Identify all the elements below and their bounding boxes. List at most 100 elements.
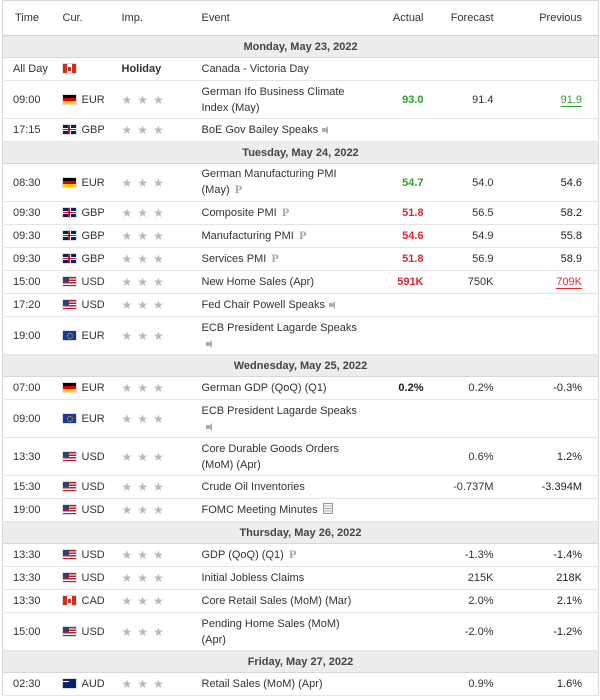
- event-currency: GBP: [62, 247, 122, 271]
- event-row[interactable]: 17:15 GBP ★★★ BoE Gov Bailey Speaks: [2, 118, 599, 142]
- event-forecast: -1.3%: [425, 543, 504, 567]
- event-row[interactable]: 13:30 USD ★★★ Core Durable Goods Orders (Mo…: [2, 437, 599, 476]
- event-name[interactable]: Core Retail Sales (MoM) (Mar): [201, 595, 352, 607]
- event-name[interactable]: Services PMI: [201, 252, 267, 265]
- event-name[interactable]: New Home Sales (Apr): [201, 276, 314, 288]
- event-name[interactable]: BoE Gov Bailey Speaks: [201, 124, 319, 136]
- event-row[interactable]: 13:30 USD ★★★ GDP (QoQ) (Q1) P -1.3% -1.4%: [2, 543, 599, 567]
- event-name[interactable]: Core Durable Goods Orders (MoM) (Apr): [201, 442, 340, 471]
- event-name-cell[interactable]: BoE Gov Bailey Speaks: [201, 118, 370, 142]
- event-forecast: 215K: [425, 566, 504, 590]
- event-name[interactable]: Composite PMI: [201, 206, 277, 219]
- us-flag-icon: [62, 277, 76, 286]
- header-forecast[interactable]: Forecast: [425, 0, 504, 36]
- event-row[interactable]: All Day Holiday Canada - Victoria Day: [2, 57, 599, 81]
- event-name[interactable]: ECB President Lagarde Speaks: [201, 404, 357, 417]
- event-row[interactable]: 19:00 EUR ★★★ ECB President Lagarde Speaks: [2, 316, 599, 355]
- header-time[interactable]: Time: [2, 0, 63, 36]
- event-importance: ★★★: [121, 293, 202, 317]
- event-name-cell[interactable]: Core Retail Sales (MoM) (Mar): [201, 589, 370, 613]
- actual-value: 591K: [397, 276, 424, 288]
- event-time: 07:00: [2, 376, 63, 400]
- event-row[interactable]: 09:30 GBP ★★★ Manufacturing PMI P 54.6 54.9 55.…: [2, 224, 599, 248]
- event-row[interactable]: 13:30 CAD ★★★ Core Retail Sales (MoM) (Mar)…: [2, 589, 599, 613]
- event-actual: [369, 437, 426, 476]
- event-name-cell[interactable]: German GDP (QoQ) (Q1): [201, 376, 370, 400]
- event-name-cell[interactable]: Canada - Victoria Day: [201, 57, 370, 81]
- event-name[interactable]: Manufacturing PMI: [201, 229, 294, 242]
- event-name-cell[interactable]: German Manufacturing PMI (May) P: [201, 163, 370, 202]
- event-row[interactable]: 19:00 USD ★★★ FOMC Meeting Minutes: [2, 498, 599, 522]
- event-name-cell[interactable]: Composite PMI P: [201, 201, 370, 225]
- header-currency[interactable]: Cur.: [62, 0, 122, 36]
- importance-stars-icon: ★★★: [121, 480, 169, 494]
- event-name[interactable]: German Ifo Business Climate Index (May): [201, 85, 345, 114]
- event-row[interactable]: 17:20 USD ★★★ Fed Chair Powell Speaks: [2, 293, 599, 317]
- event-time: 02:30: [2, 672, 63, 696]
- event-row[interactable]: 09:00 EUR ★★★ German Ifo Business Climate I…: [2, 80, 599, 119]
- event-name[interactable]: Canada - Victoria Day: [201, 63, 309, 75]
- event-name[interactable]: FOMC Meeting Minutes: [201, 504, 318, 516]
- event-time: 17:20: [2, 293, 63, 317]
- event-forecast: [425, 498, 504, 522]
- event-row[interactable]: 13:30 USD ★★★ Initial Jobless Claims 215K 218…: [2, 566, 599, 590]
- event-name-cell[interactable]: Retail Sales (MoM) (Apr): [201, 672, 370, 696]
- event-importance: ★★★: [121, 543, 202, 567]
- importance-stars-icon: ★★★: [121, 252, 169, 266]
- event-currency: USD: [62, 612, 122, 651]
- event-name[interactable]: ECB President Lagarde Speaks: [201, 321, 357, 334]
- event-name-cell[interactable]: ECB President Lagarde Speaks: [201, 399, 370, 438]
- event-row[interactable]: 15:00 USD ★★★ Pending Home Sales (MoM) (Apr…: [2, 612, 599, 651]
- event-currency: AUD: [62, 672, 122, 696]
- event-name[interactable]: German GDP (QoQ) (Q1): [201, 382, 327, 394]
- event-name-cell[interactable]: Pending Home Sales (MoM) (Apr): [201, 612, 370, 651]
- event-forecast: [425, 293, 504, 317]
- event-importance: Holiday: [121, 57, 202, 81]
- event-forecast: [425, 118, 504, 142]
- event-name-cell[interactable]: ECB President Lagarde Speaks: [201, 316, 370, 355]
- event-row[interactable]: 15:00 USD ★★★ New Home Sales (Apr) 591K 750K 7…: [2, 270, 599, 294]
- header-importance[interactable]: Imp.: [121, 0, 202, 36]
- event-name-cell[interactable]: Crude Oil Inventories: [201, 475, 370, 499]
- event-name[interactable]: Initial Jobless Claims: [201, 572, 305, 584]
- header-previous[interactable]: Previous: [503, 0, 599, 36]
- event-row[interactable]: 02:30 AUD ★★★ Retail Sales (MoM) (Apr) 0.9% 1…: [2, 672, 599, 696]
- event-row[interactable]: 07:00 EUR ★★★ German GDP (QoQ) (Q1) 0.2% 0.2%…: [2, 376, 599, 400]
- preliminary-icon: P: [281, 207, 290, 219]
- event-row[interactable]: 09:30 GBP ★★★ Composite PMI P 51.8 56.5 58.2: [2, 201, 599, 225]
- event-importance: ★★★: [121, 201, 202, 225]
- currency-code: AUD: [81, 678, 105, 690]
- event-name-cell[interactable]: New Home Sales (Apr): [201, 270, 370, 294]
- event-row[interactable]: 09:30 GBP ★★★ Services PMI P 51.8 56.9 58.9: [2, 247, 599, 271]
- event-name[interactable]: Retail Sales (MoM) (Apr): [201, 678, 323, 690]
- event-row[interactable]: 08:30 EUR ★★★ German Manufacturing PMI (May…: [2, 163, 599, 202]
- event-row[interactable]: 09:00 EUR ★★★ ECB President Lagarde Speaks: [2, 399, 599, 438]
- event-name-cell[interactable]: Initial Jobless Claims: [201, 566, 370, 590]
- event-name[interactable]: Fed Chair Powell Speaks: [201, 299, 326, 311]
- event-previous: 58.9: [503, 247, 599, 271]
- event-importance: ★★★: [121, 224, 202, 248]
- event-importance: ★★★: [121, 437, 202, 476]
- event-importance: ★★★: [121, 376, 202, 400]
- event-name[interactable]: Pending Home Sales (MoM) (Apr): [201, 617, 340, 646]
- event-name[interactable]: GDP (QoQ) (Q1): [201, 548, 284, 561]
- event-name-cell[interactable]: FOMC Meeting Minutes: [201, 498, 370, 522]
- us-flag-icon: [62, 451, 76, 461]
- importance-stars-icon: ★★★: [121, 298, 169, 312]
- document-icon: [322, 503, 333, 514]
- event-name-cell[interactable]: Manufacturing PMI P: [201, 224, 370, 248]
- event-name[interactable]: Crude Oil Inventories: [201, 481, 305, 493]
- event-name-cell[interactable]: German Ifo Business Climate Index (May): [201, 80, 370, 119]
- event-name-cell[interactable]: Services PMI P: [201, 247, 370, 271]
- event-row[interactable]: 15:30 USD ★★★ Crude Oil Inventories -0.737M -…: [2, 475, 599, 499]
- event-name-cell[interactable]: GDP (QoQ) (Q1) P: [201, 543, 370, 567]
- header-actual[interactable]: Actual: [369, 0, 426, 36]
- event-name[interactable]: German Manufacturing PMI (May): [201, 168, 337, 196]
- header-event[interactable]: Event: [201, 0, 370, 36]
- event-name-cell[interactable]: Core Durable Goods Orders (MoM) (Apr): [201, 437, 370, 476]
- event-forecast: 54.0: [425, 163, 504, 202]
- event-name-cell[interactable]: Fed Chair Powell Speaks: [201, 293, 370, 317]
- importance-stars-icon: ★★★: [121, 594, 169, 608]
- day-date: Thursday, May 26, 2022: [2, 521, 599, 544]
- event-importance: ★★★: [121, 163, 202, 202]
